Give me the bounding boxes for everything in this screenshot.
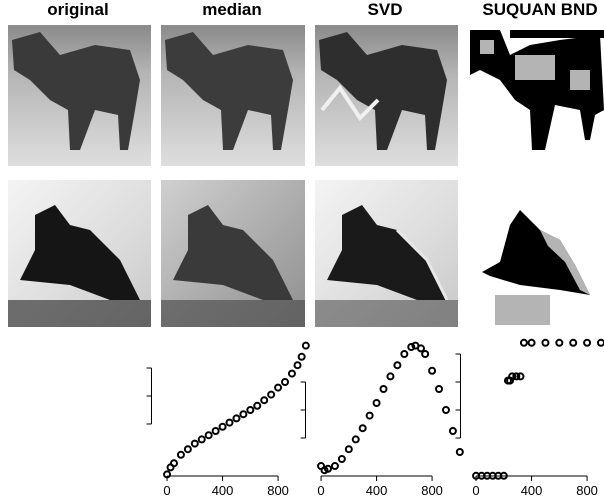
point bbox=[521, 340, 527, 346]
point bbox=[401, 351, 407, 357]
x-tick-label: 800 bbox=[267, 483, 289, 498]
point bbox=[261, 397, 267, 403]
wing-svd bbox=[315, 180, 458, 327]
point bbox=[529, 340, 535, 346]
point bbox=[436, 386, 442, 392]
point bbox=[185, 446, 191, 452]
point bbox=[268, 392, 274, 398]
horse-median bbox=[161, 25, 305, 166]
point bbox=[353, 436, 359, 442]
point bbox=[443, 407, 449, 413]
point bbox=[233, 415, 239, 421]
point bbox=[178, 452, 184, 458]
point bbox=[289, 371, 295, 377]
point bbox=[556, 340, 562, 346]
point bbox=[422, 351, 428, 357]
point bbox=[387, 373, 393, 379]
x-tick-label: 800 bbox=[576, 483, 598, 498]
point bbox=[332, 463, 338, 469]
column-title: original bbox=[47, 0, 108, 19]
x-tick-label: 0 bbox=[317, 483, 324, 498]
horse-original bbox=[8, 25, 151, 166]
point bbox=[374, 400, 380, 406]
wing-median bbox=[161, 180, 305, 327]
x-tick-label: 800 bbox=[421, 483, 443, 498]
point bbox=[598, 340, 604, 346]
point bbox=[192, 441, 198, 447]
point bbox=[394, 362, 400, 368]
point bbox=[164, 471, 170, 477]
horse-suquan bbox=[468, 25, 604, 166]
point bbox=[339, 456, 345, 462]
point bbox=[367, 413, 373, 419]
x-tick-label: 400 bbox=[366, 483, 388, 498]
point bbox=[346, 446, 352, 452]
x-tick-label: 400 bbox=[212, 483, 234, 498]
column-title: SUQUAN BND bbox=[482, 0, 597, 19]
point bbox=[295, 362, 301, 368]
point bbox=[517, 373, 523, 379]
wing-suquan bbox=[468, 180, 604, 327]
page: {"column_titles": ["original", "median",… bbox=[0, 0, 604, 504]
column-title: SVD bbox=[368, 0, 403, 19]
column-title: median bbox=[202, 0, 262, 19]
point bbox=[206, 432, 212, 438]
point bbox=[360, 425, 366, 431]
point bbox=[199, 436, 205, 442]
point bbox=[542, 340, 548, 346]
point bbox=[171, 460, 177, 466]
wing-original bbox=[8, 180, 151, 327]
figure: original median SVD SUQUAN BND bbox=[0, 0, 604, 504]
point bbox=[299, 354, 305, 360]
point bbox=[254, 403, 260, 409]
point bbox=[303, 343, 309, 349]
point bbox=[381, 386, 387, 392]
point bbox=[213, 428, 219, 434]
column-titles: original median SVD SUQUAN BND bbox=[47, 0, 597, 19]
x-tick-label: 0 bbox=[163, 483, 170, 498]
point bbox=[275, 385, 281, 391]
point bbox=[240, 411, 246, 417]
point bbox=[247, 407, 253, 413]
x-tick-label: 0 bbox=[472, 483, 479, 498]
point bbox=[584, 340, 590, 346]
point bbox=[570, 340, 576, 346]
horse-svd bbox=[315, 25, 458, 166]
point bbox=[450, 428, 456, 434]
point bbox=[282, 379, 288, 385]
x-tick-label: 400 bbox=[521, 483, 543, 498]
point bbox=[457, 449, 463, 455]
point bbox=[429, 368, 435, 374]
point bbox=[418, 345, 424, 351]
point bbox=[227, 420, 233, 426]
point bbox=[220, 424, 226, 430]
